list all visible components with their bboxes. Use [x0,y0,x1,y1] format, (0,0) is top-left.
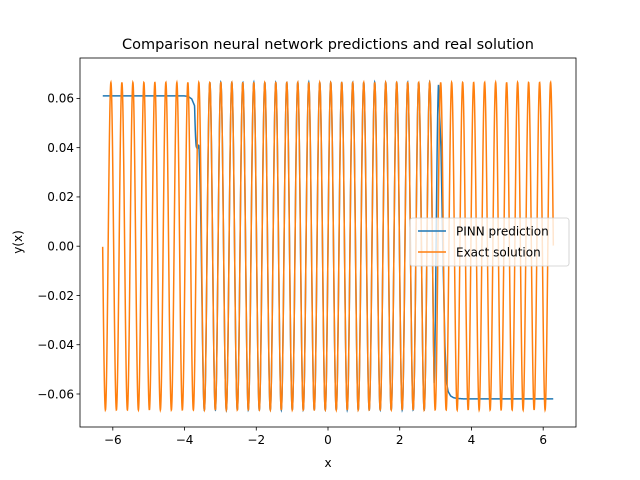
x-tick-label: 0 [324,433,332,447]
y-tick-label: 0.02 [47,190,74,204]
legend-box [409,217,570,267]
y-tick-label: 0.06 [47,92,74,106]
x-tick-label: 4 [468,433,476,447]
y-tick-label: −0.04 [37,338,74,352]
x-tick-label: 2 [396,433,404,447]
x-tick-label: −6 [104,433,122,447]
y-axis-label: y(x) [11,230,25,254]
y-axis: −0.06 −0.04 −0.02 0.00 0.02 0.04 0.06 [37,92,80,401]
series-line-exact-solution [101,79,555,413]
legend-label: Exact solution [456,245,541,259]
y-tick-label: −0.06 [37,387,74,401]
legend-label: PINN prediction [456,224,549,238]
legend: PINN prediction Exact solution [409,217,570,267]
x-tick-label: 6 [539,433,547,447]
chart-title: Comparison neural network predictions an… [122,37,534,53]
y-tick-label: 0.00 [47,239,74,253]
x-axis-label: x [324,456,331,470]
y-tick-label: −0.02 [37,289,74,303]
x-tick-label: −4 [176,433,194,447]
x-axis: −6 −4 −2 0 2 4 6 [104,427,547,447]
x-tick-label: −2 [247,433,265,447]
y-tick-label: 0.04 [47,141,74,155]
